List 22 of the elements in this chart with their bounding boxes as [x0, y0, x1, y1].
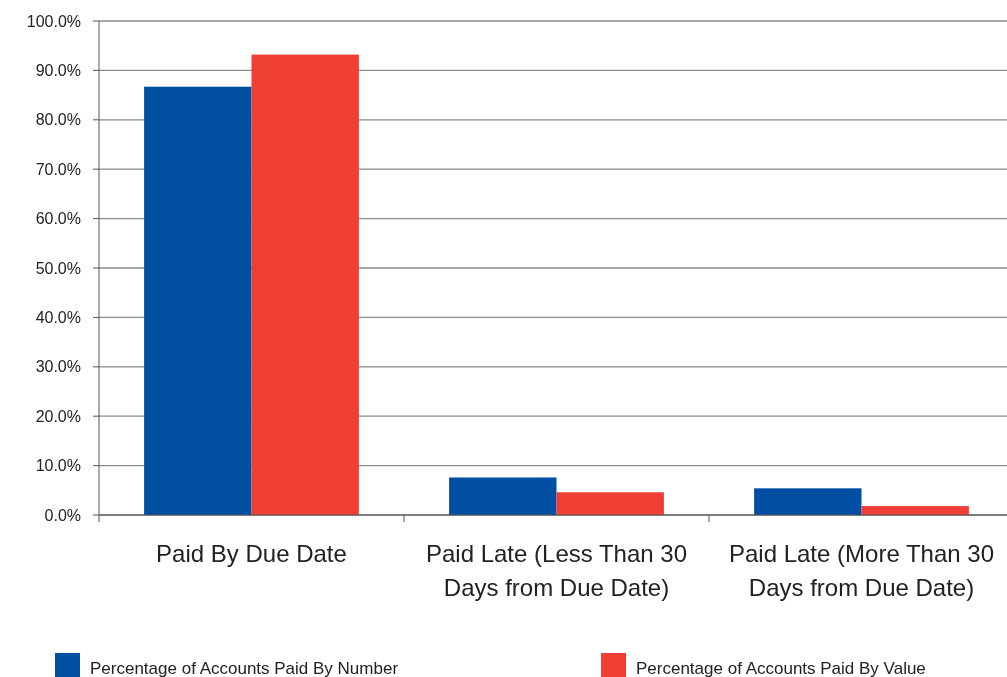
bar [556, 492, 664, 515]
x-tick-label: Paid Late (Less Than 30 Days from Due Date) [425, 540, 688, 601]
y-tick-label: 60.0% [35, 210, 81, 228]
bar [449, 477, 557, 515]
legend-label: Percentage of Accounts Paid By Number [90, 658, 399, 677]
y-tick-label: 30.0% [35, 358, 81, 376]
y-tick-label: 70.0% [35, 160, 81, 178]
bar [754, 488, 862, 515]
y-tick-label: 0.0% [44, 506, 81, 524]
y-tick-label: 20.0% [35, 407, 81, 425]
y-tick-label: 10.0% [35, 457, 81, 475]
legend-label: Percentage of Accounts Paid By Value [636, 658, 926, 677]
bar [251, 54, 359, 515]
bar [144, 86, 252, 515]
y-tick-label: 90.0% [35, 62, 81, 79]
y-tick-label: 100.0% [26, 12, 81, 30]
bar [861, 506, 969, 515]
y-tick-label: 40.0% [35, 309, 81, 326]
x-tick-label: Paid Late (More Than 30 Days from Due Date) [728, 540, 995, 601]
y-tick-label: 50.0% [35, 259, 81, 277]
x-tick-label: Paid By Due Date [156, 540, 347, 567]
y-tick-label: 80.0% [35, 111, 81, 129]
